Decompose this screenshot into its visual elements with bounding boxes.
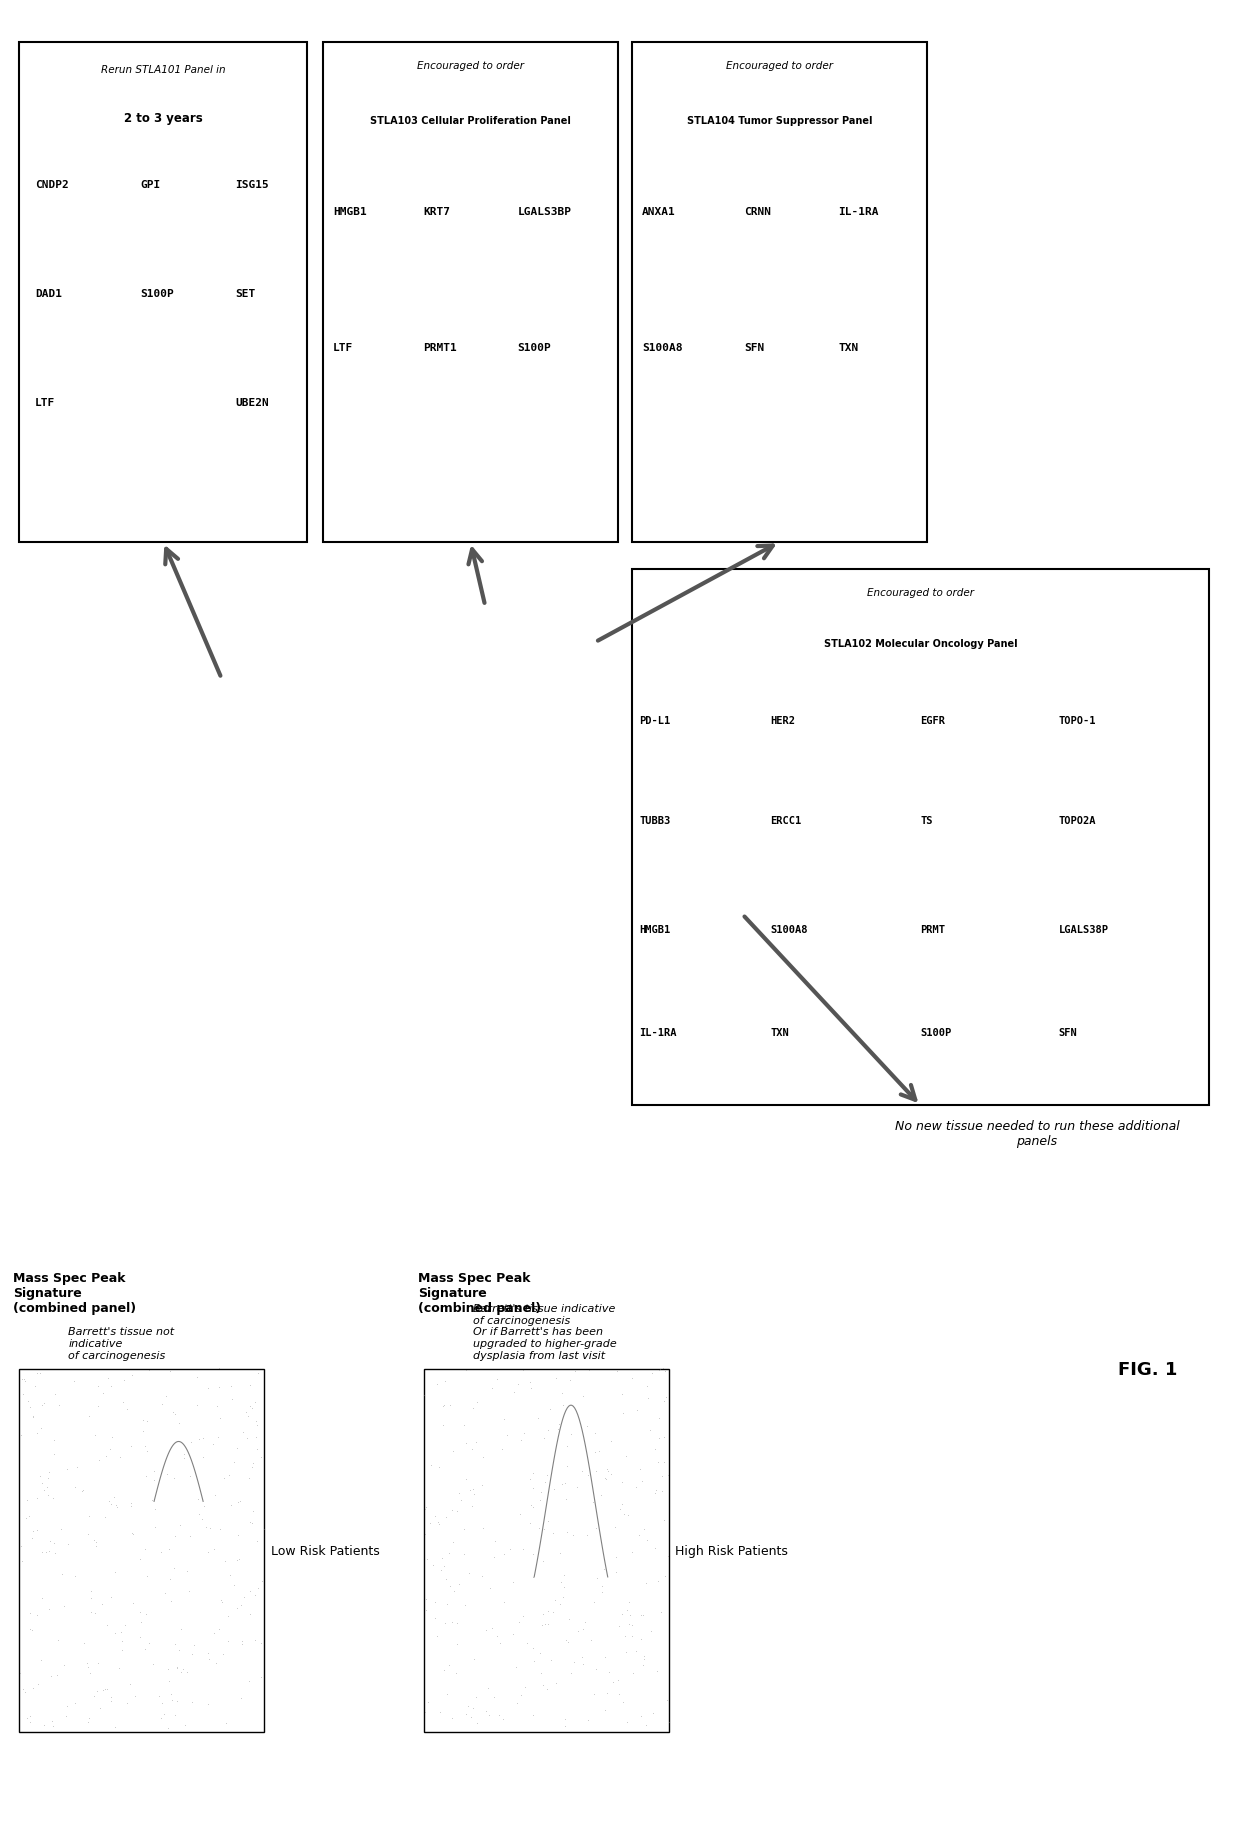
- Text: CNDP2: CNDP2: [35, 179, 69, 190]
- Text: S100A8: S100A8: [642, 342, 682, 353]
- Text: HER2: HER2: [770, 716, 796, 725]
- Text: LTF: LTF: [35, 397, 56, 408]
- Text: STLA103 Cellular Proliferation Panel: STLA103 Cellular Proliferation Panel: [370, 115, 570, 126]
- Text: PRMT1: PRMT1: [423, 342, 458, 353]
- Text: S100A8: S100A8: [770, 924, 808, 933]
- Text: Barrett's tissue indicative
of carcinogenesis
Or if Barrett's has been
upgraded : Barrett's tissue indicative of carcinoge…: [472, 1303, 616, 1360]
- Text: S100P: S100P: [517, 342, 552, 353]
- Text: LGALS38P: LGALS38P: [1059, 924, 1109, 933]
- FancyBboxPatch shape: [424, 1369, 670, 1733]
- Text: High Risk Patients: High Risk Patients: [675, 1545, 789, 1557]
- Text: Encouraged to order: Encouraged to order: [867, 587, 973, 598]
- Text: S100P: S100P: [920, 1028, 951, 1038]
- Text: Rerun STLA101 Panel in: Rerun STLA101 Panel in: [100, 66, 226, 75]
- FancyBboxPatch shape: [19, 44, 308, 544]
- Text: FIG. 1: FIG. 1: [1117, 1360, 1177, 1378]
- Text: Mass Spec Peak
Signature
(combined panel): Mass Spec Peak Signature (combined panel…: [418, 1272, 541, 1314]
- Text: KRT7: KRT7: [423, 207, 450, 216]
- Text: HMGB1: HMGB1: [334, 207, 367, 216]
- Text: PD-L1: PD-L1: [640, 716, 671, 725]
- Text: TUBB3: TUBB3: [640, 814, 671, 825]
- Text: TOPO2A: TOPO2A: [1059, 814, 1096, 825]
- Text: UBE2N: UBE2N: [236, 397, 269, 408]
- Text: S100P: S100P: [140, 289, 174, 298]
- Text: ISG15: ISG15: [236, 179, 269, 190]
- Text: ANXA1: ANXA1: [642, 207, 676, 216]
- Text: SET: SET: [236, 289, 255, 298]
- Text: Barrett's tissue not
indicative
of carcinogenesis: Barrett's tissue not indicative of carci…: [68, 1327, 175, 1360]
- Text: Low Risk Patients: Low Risk Patients: [270, 1545, 379, 1557]
- Text: STLA104 Tumor Suppressor Panel: STLA104 Tumor Suppressor Panel: [687, 115, 872, 126]
- Text: HMGB1: HMGB1: [640, 924, 671, 933]
- Text: DAD1: DAD1: [35, 289, 62, 298]
- Text: Encouraged to order: Encouraged to order: [417, 62, 525, 71]
- Text: No new tissue needed to run these additional
panels: No new tissue needed to run these additi…: [894, 1118, 1179, 1147]
- Text: STLA102 Molecular Oncology Panel: STLA102 Molecular Oncology Panel: [823, 639, 1017, 650]
- FancyBboxPatch shape: [632, 569, 1209, 1105]
- Text: SFN: SFN: [1059, 1028, 1078, 1038]
- Text: GPI: GPI: [140, 179, 160, 190]
- Text: ERCC1: ERCC1: [770, 814, 802, 825]
- FancyBboxPatch shape: [632, 44, 926, 544]
- Text: TXN: TXN: [838, 342, 858, 353]
- Text: Encouraged to order: Encouraged to order: [725, 62, 833, 71]
- Text: SFN: SFN: [744, 342, 764, 353]
- Text: TS: TS: [920, 814, 932, 825]
- Text: Mass Spec Peak
Signature
(combined panel): Mass Spec Peak Signature (combined panel…: [14, 1272, 136, 1314]
- FancyBboxPatch shape: [324, 44, 618, 544]
- Text: PRMT: PRMT: [920, 924, 945, 933]
- Text: EGFR: EGFR: [920, 716, 945, 725]
- Text: LTF: LTF: [334, 342, 353, 353]
- Text: IL-1RA: IL-1RA: [838, 207, 879, 216]
- Text: TOPO-1: TOPO-1: [1059, 716, 1096, 725]
- Text: TXN: TXN: [770, 1028, 790, 1038]
- FancyBboxPatch shape: [19, 1369, 264, 1733]
- Text: IL-1RA: IL-1RA: [640, 1028, 677, 1038]
- Text: LGALS3BP: LGALS3BP: [517, 207, 572, 216]
- Text: 2 to 3 years: 2 to 3 years: [124, 112, 202, 124]
- Text: CRNN: CRNN: [744, 207, 771, 216]
